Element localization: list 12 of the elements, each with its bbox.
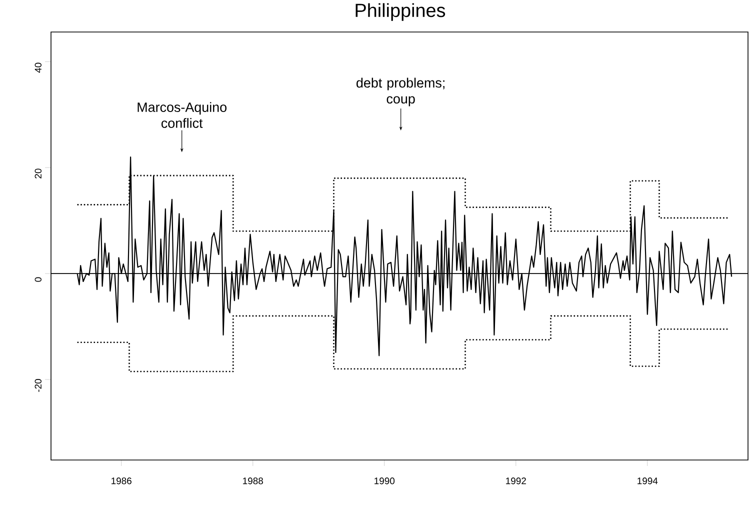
annotation: debt problems; coup <box>356 78 444 106</box>
y-tick-label: 20 <box>34 168 42 178</box>
y-tick-label: 0 <box>34 277 42 282</box>
x-tick-label: 1986 <box>112 478 132 484</box>
annotation: Marcos-Aquino conflict <box>138 102 227 128</box>
x-tick-label: 1994 <box>638 478 658 484</box>
x-tick-label: 1988 <box>243 478 263 484</box>
y-tick-label: 40 <box>34 62 42 73</box>
chart-title: Philippines <box>356 3 446 21</box>
x-tick-label: 1990 <box>374 478 395 484</box>
y-tick-label: -20 <box>34 379 42 392</box>
x-tick-label: 1992 <box>506 478 526 484</box>
